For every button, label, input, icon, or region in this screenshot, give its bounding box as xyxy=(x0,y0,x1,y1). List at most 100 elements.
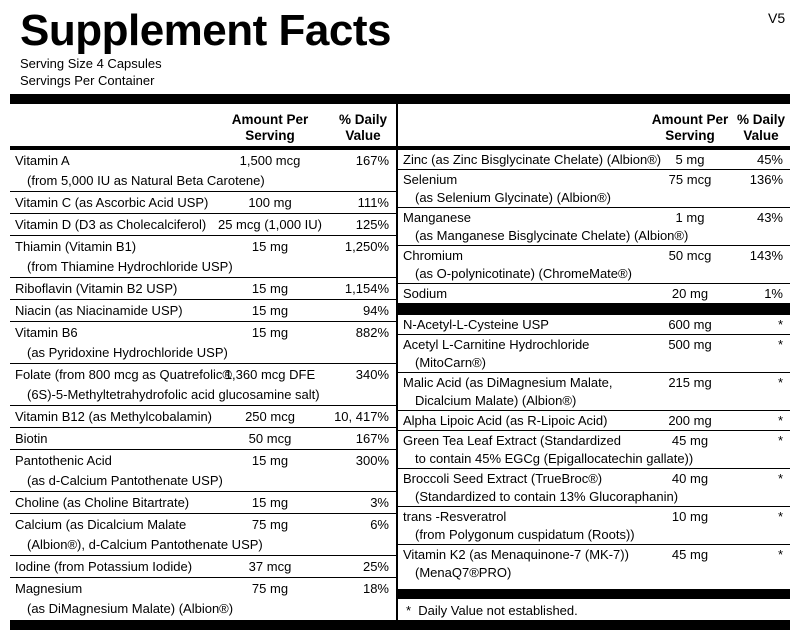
nutrient-name: Sodium xyxy=(403,286,448,301)
daily-value: 45% xyxy=(756,152,783,167)
dv-header: % Daily Value xyxy=(338,112,388,143)
daily-value: 125% xyxy=(355,217,389,232)
amount: 50 mcg xyxy=(668,248,712,263)
nutrient-detail: (as DiMagnesium Malate) (Albion®) xyxy=(27,601,234,616)
nutrient-name: Malic Acid (as DiMagnesium Malate, xyxy=(403,375,613,390)
nutrient-row: Selenium 75 mcg 136% (as Selenium Glycinate… xyxy=(398,169,790,207)
daily-value: 3% xyxy=(370,495,389,510)
nutrient-row: Acetyl L-Carnitine Hydrochloride 500 mg * (… xyxy=(398,334,790,372)
nutrient-detail: (Standardized to contain 13% Glucoraphan… xyxy=(415,489,679,504)
nutrient-row: Malic Acid (as DiMagnesium Malate, 215 mg… xyxy=(398,372,790,410)
dv-header: % Daily Value xyxy=(736,112,786,143)
amount: 250 mcg xyxy=(245,409,295,424)
nutrient-name: Selenium xyxy=(403,172,458,187)
amount: 15 mg xyxy=(251,239,289,254)
nutrient-name: Folate (from 800 mcg as Quatrefolic® xyxy=(15,367,232,382)
nutrient-row: Vitamin K2 (as Menaquinone-7 (MK-7)) 45 m… xyxy=(398,544,790,582)
amount: 75 mg xyxy=(251,517,289,532)
column-header: Amount Per Serving% Daily Value xyxy=(398,104,790,150)
nutrient-row: Chromium 50 mcg 143% (as O-polynicotinate) … xyxy=(398,245,790,283)
daily-value: 25% xyxy=(362,559,389,574)
nutrient-row: Zinc (as Zinc Bisglycinate Chelate) (Alb… xyxy=(398,150,790,169)
nutrient-row: Choline (as Choline Bitartrate) 15 mg 3% xyxy=(10,491,396,513)
nutrient-detail: (as O-polynicotinate) (ChromeMate®) xyxy=(415,266,632,281)
nutrient-row: Broccoli Seed Extract (TrueBroc®) 40 mg * (… xyxy=(398,468,790,506)
nutrient-detail: (as Manganese Bisglycinate Chelate) (Alb… xyxy=(415,228,689,243)
amount: 1,360 mcg DFE xyxy=(224,367,316,382)
nutrient-name: Magnesium xyxy=(15,581,83,596)
amount: 15 mg xyxy=(251,325,289,340)
nutrient-row: N-Acetyl-L-Cysteine USP 600 mg * xyxy=(398,315,790,334)
daily-value: 43% xyxy=(756,210,783,225)
nutrient-detail: (as Selenium Glycinate) (Albion®) xyxy=(415,190,611,205)
amount: 45 mg xyxy=(671,433,709,448)
nutrient-name: Vitamin C (as Ascorbic Acid USP) xyxy=(15,195,209,210)
amount: 40 mg xyxy=(671,471,709,486)
amount-header: Amount Per Serving xyxy=(231,112,309,143)
amount-header: Amount Per Serving xyxy=(651,112,729,143)
nutrient-detail: (6S)-5-Methyltetrahydrofolic acid glucos… xyxy=(27,387,320,402)
daily-value: 1,154% xyxy=(344,281,389,296)
nutrient-row: Green Tea Leaf Extract (Standardized 45 m… xyxy=(398,430,790,468)
amount: 215 mg xyxy=(668,375,712,390)
amount: 45 mg xyxy=(671,547,709,562)
amount: 37 mcg xyxy=(248,559,292,574)
daily-value: 143% xyxy=(749,248,783,263)
daily-value: 18% xyxy=(362,581,389,596)
nutrient-name: Zinc (as Zinc Bisglycinate Chelate) (Alb… xyxy=(403,152,662,167)
nutrient-row: Iodine (from Potassium Iodide) 37 mcg 25% xyxy=(10,555,396,577)
daily-value: * xyxy=(777,375,783,390)
daily-value: 167% xyxy=(355,153,389,168)
version: V5 xyxy=(768,10,786,26)
nutrient-detail: to contain 45% EGCg (Epigallocatechin ga… xyxy=(415,451,694,466)
nutrient-name: Vitamin A xyxy=(15,153,70,168)
amount: 75 mcg xyxy=(668,172,712,187)
amount: 15 mg xyxy=(251,453,289,468)
daily-value: * xyxy=(777,337,783,352)
daily-value: 167% xyxy=(355,431,389,446)
section-rule xyxy=(398,303,790,315)
amount: 1,500 mcg xyxy=(239,153,301,168)
nutrient-row: Sodium 20 mg 1% xyxy=(398,283,790,303)
nutrient-name: Green Tea Leaf Extract (Standardized xyxy=(403,433,621,448)
amount: 15 mg xyxy=(251,281,289,296)
amount: 15 mg xyxy=(251,303,289,318)
footnote: * Daily Value not established. xyxy=(398,589,790,620)
daily-value: 300% xyxy=(355,453,389,468)
nutrient-name: Calcium (as Dicalcium Malate xyxy=(15,517,187,532)
nutrient-name: Iodine (from Potassium Iodide) xyxy=(15,559,193,574)
daily-value: * xyxy=(777,433,783,448)
nutrient-row: Vitamin D (D3 as Cholecalciferol) 25 mcg … xyxy=(10,213,396,235)
nutrient-row: Vitamin A 1,500 mcg 167% (from 5,000 IU as … xyxy=(10,150,396,191)
left-column: Amount Per Serving % Daily Value Vitamin A… xyxy=(10,104,398,620)
nutrient-name: Manganese xyxy=(403,210,471,225)
nutrient-detail: (from Thiamine Hydrochloride USP) xyxy=(27,259,233,274)
title: Supplement Facts xyxy=(20,6,391,55)
daily-value: 1% xyxy=(764,286,783,301)
nutrient-row: trans -Resveratrol 10 mg * (from Polygonum … xyxy=(398,506,790,544)
nutrient-name: Chromium xyxy=(403,248,463,263)
nutrient-name: Pantothenic Acid xyxy=(15,453,112,468)
nutrient-row: Pantothenic Acid 15 mg 300% (as d-Calcium P… xyxy=(10,449,396,491)
amount: 75 mg xyxy=(251,581,289,596)
nutrient-row: Thiamin (Vitamin B1) 15 mg 1,250% (from Thi… xyxy=(10,235,396,277)
nutrient-detail: (MitoCarn®) xyxy=(415,355,486,370)
nutrient-row: Folate (from 800 mcg as Quatrefolic® 1,36… xyxy=(10,363,396,405)
bottom-rule xyxy=(10,620,790,630)
daily-value: 111% xyxy=(357,195,389,210)
nutrient-row: Vitamin C (as Ascorbic Acid USP) 100 mg 11… xyxy=(10,191,396,213)
nutrient-detail: (as Pyridoxine Hydrochloride USP) xyxy=(27,345,228,360)
nutrient-name: Vitamin D (D3 as Cholecalciferol) xyxy=(15,217,207,232)
nutrient-name: Riboflavin (Vitamin B2 USP) xyxy=(15,281,178,296)
amount: 5 mg xyxy=(675,152,705,167)
amount: 500 mg xyxy=(668,337,712,352)
daily-value: * xyxy=(777,413,783,428)
daily-value: * xyxy=(777,547,783,562)
nutrient-name: Thiamin (Vitamin B1) xyxy=(15,239,137,254)
nutrient-row: Vitamin B6 15 mg 882% (as Pyridoxine Hydroc… xyxy=(10,321,396,363)
nutrient-name: N-Acetyl-L-Cysteine USP xyxy=(403,317,549,332)
column-header: Amount Per Serving % Daily Value xyxy=(10,104,396,150)
amount: 200 mg xyxy=(668,413,712,428)
nutrient-name: Biotin xyxy=(15,431,48,446)
